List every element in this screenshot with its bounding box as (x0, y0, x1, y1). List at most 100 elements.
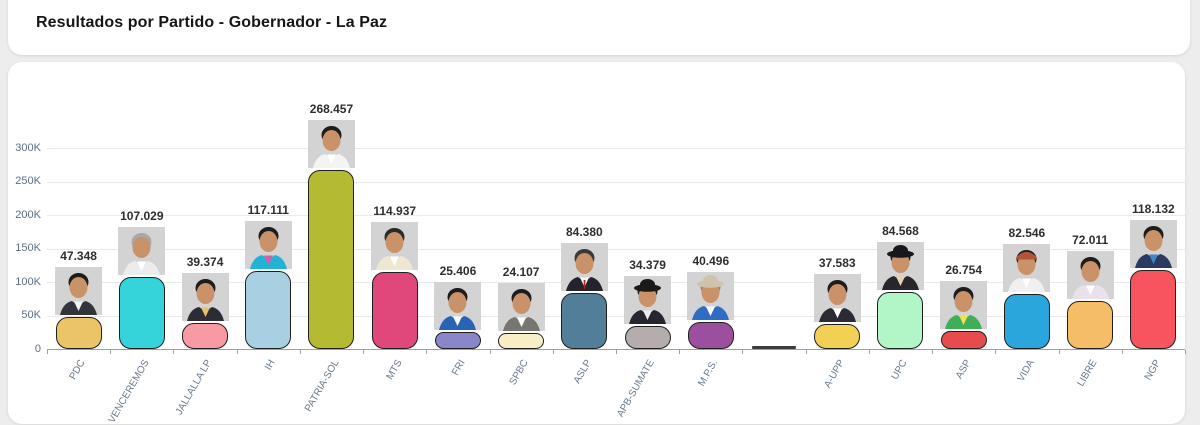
axis-tick (1185, 350, 1186, 354)
bar-ASP[interactable] (940, 331, 987, 349)
bar-slot-LIBRE: 72.011 (1059, 62, 1122, 349)
candidate-photo-UPC (876, 242, 924, 291)
bar-VIDA[interactable] (1003, 293, 1050, 349)
bar-A-UPP[interactable] (814, 323, 861, 349)
value-label-UPC: 84.568 (882, 224, 919, 239)
x-axis-category-labels: PDC VENCEREMOS JALLALLA LP IH PATRIA-SOL MTS F… (47, 350, 1185, 425)
value-label-JALLALLA LP: 39.374 (186, 254, 224, 269)
gridline-100K (47, 282, 1185, 284)
bar-series: 47.348 107.029 39.374 117.111 268.457 114.937… (47, 62, 1185, 349)
candidate-photo-LIBRE (1066, 250, 1114, 299)
axis-tick (236, 350, 238, 354)
bar-slot-JALLALLA LP: 39.374 (173, 62, 236, 349)
x-tick-label-NGP: NGP (1142, 358, 1163, 383)
candidate-photo-NGP (1129, 220, 1177, 269)
plot-area (47, 62, 1185, 349)
y-tick-label-250K: 250K (15, 175, 41, 188)
value-label-VIDA: 82.546 (1008, 225, 1046, 240)
bar-slot-unlabeled (742, 62, 805, 349)
y-tick-label-150K: 150K (15, 242, 41, 255)
bar-IH[interactable] (245, 270, 292, 349)
chart-card: 0 50K 100K 150K 200K 250K 300K 47.348 107.029 39… (8, 62, 1186, 425)
axis-tick (363, 350, 365, 354)
value-label-ASLP: 84.380 (566, 224, 603, 239)
x-tick-label-LIBRE: LIBRE (1075, 358, 1100, 389)
x-tick-label-SPBC: SPBC (507, 358, 531, 388)
value-label-PATRIA-SOL: 268.457 (309, 101, 354, 116)
x-tick-label-VIDA: VIDA (1015, 358, 1037, 384)
x-tick-label-M.P.S.: M.P.S. (696, 358, 721, 389)
candidate-photo-SPBC (497, 282, 545, 331)
bar-PDC[interactable] (55, 317, 102, 349)
value-label-PDC: 47.348 (60, 249, 97, 264)
bar-slot-M.P.S.: 40.496 (679, 62, 742, 349)
axis-tick (173, 350, 175, 354)
value-label-ASP: 26.754 (945, 263, 983, 278)
x-tick-label-JALLALLA LP: JALLALLA LP (174, 358, 215, 417)
bar-slot-ASLP: 84.380 (553, 62, 616, 349)
y-tick-label-200K: 200K (15, 208, 41, 221)
bar-VENCEREMOS[interactable] (118, 277, 165, 349)
candidate-photo-PDC (55, 267, 103, 316)
axis-tick (47, 350, 48, 354)
candidate-photo-VIDA (1003, 243, 1051, 292)
x-axis-line (47, 349, 1185, 350)
axis-tick (616, 350, 617, 354)
gridline-250K (47, 181, 1185, 183)
x-tick-label-APB-SUMATE: APB-SUMATE (615, 358, 658, 420)
x-tick-label-PDC: PDC (68, 358, 89, 382)
bar-APB-SUMATE[interactable] (624, 326, 671, 349)
bar-NGP[interactable] (1130, 270, 1177, 349)
y-tick-label-0: 0 (34, 342, 41, 355)
value-label-VENCEREMOS: 107.029 (120, 209, 164, 224)
axis-tick (868, 350, 870, 354)
gridline-50K (47, 315, 1185, 317)
value-label-LIBRE: 72.011 (1072, 232, 1109, 247)
bar-slot-VIDA: 82.546 (995, 62, 1058, 349)
axis-tick (805, 350, 807, 354)
bar-slot-PDC: 47.348 (47, 62, 110, 349)
x-tick-label-A-UPP: A-UPP (821, 358, 847, 390)
bar-slot-ASP: 26.754 (932, 62, 995, 349)
bar-slot-A-UPP: 37.583 (806, 62, 869, 349)
bar-M.P.S.[interactable] (687, 321, 734, 349)
gridline-300K (47, 148, 1185, 150)
bar-slot-VENCEREMOS: 107.029 (110, 62, 173, 349)
bar-slot-APB-SUMATE: 34.379 (616, 62, 679, 349)
candidate-photo-APB-SUMATE (624, 276, 672, 325)
axis-tick (299, 350, 301, 354)
axis-tick (995, 350, 997, 354)
value-label-NGP: 118.132 (1131, 202, 1175, 217)
y-tick-label-50K: 50K (21, 309, 41, 322)
page-title: Resultados por Partido - Gobernador - La… (36, 14, 388, 31)
bar-JALLALLA LP[interactable] (182, 322, 229, 349)
bar-slot-NGP: 118.132 (1122, 62, 1185, 349)
bar-unlabeled[interactable] (752, 346, 797, 349)
value-label-MTS: 114.937 (373, 204, 417, 219)
bar-SPBC[interactable] (498, 332, 545, 349)
candidate-photo-MTS (371, 222, 419, 271)
bar-PATRIA-SOL[interactable] (308, 169, 355, 349)
axis-tick (932, 350, 934, 354)
bar-ASLP[interactable] (561, 292, 608, 349)
value-label-M.P.S.: 40.496 (692, 253, 730, 268)
bar-LIBRE[interactable] (1067, 300, 1114, 349)
x-tick-label-ASLP: ASLP (571, 358, 594, 386)
candidate-photo-VENCEREMOS (118, 227, 166, 276)
candidate-photo-FRI (434, 282, 482, 331)
x-tick-label-VENCEREMOS: VENCEREMOS (106, 358, 152, 425)
bar-slot-PATRIA-SOL: 268.457 (300, 62, 363, 349)
value-label-A-UPP: 37.583 (818, 255, 856, 270)
axis-tick (1058, 350, 1060, 354)
axis-tick (1121, 350, 1123, 354)
value-label-APB-SUMATE: 34.379 (629, 258, 666, 273)
bar-FRI[interactable] (434, 332, 481, 349)
axis-tick (489, 350, 491, 354)
bar-UPC[interactable] (877, 292, 924, 349)
candidate-photo-A-UPP (813, 273, 861, 322)
axis-tick (426, 350, 428, 354)
bar-MTS[interactable] (371, 272, 418, 349)
x-tick-label-MTS: MTS (384, 358, 405, 382)
axis-tick (679, 350, 681, 354)
bar-slot-MTS: 114.937 (363, 62, 426, 349)
